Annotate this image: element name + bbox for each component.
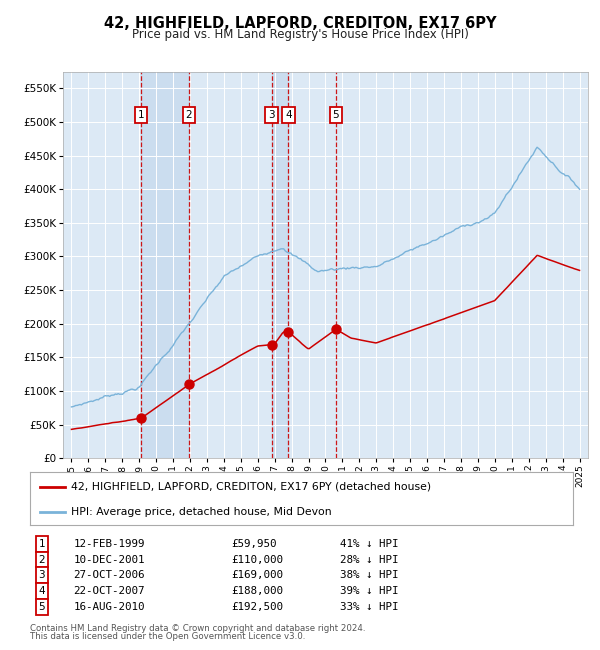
- Text: 4: 4: [285, 111, 292, 120]
- Text: 39% ↓ HPI: 39% ↓ HPI: [340, 586, 398, 596]
- Text: 1: 1: [38, 539, 45, 549]
- Bar: [141, 72, 189, 458]
- Text: 28% ↓ HPI: 28% ↓ HPI: [340, 554, 398, 565]
- Text: 5: 5: [38, 602, 45, 612]
- Text: 12-FEB-1999: 12-FEB-1999: [73, 539, 145, 549]
- Text: Contains HM Land Registry data © Crown copyright and database right 2024.: Contains HM Land Registry data © Crown c…: [30, 624, 365, 633]
- Text: 4: 4: [38, 586, 45, 596]
- Text: 16-AUG-2010: 16-AUG-2010: [73, 602, 145, 612]
- Text: 41% ↓ HPI: 41% ↓ HPI: [340, 539, 398, 549]
- Text: This data is licensed under the Open Government Licence v3.0.: This data is licensed under the Open Gov…: [30, 632, 305, 641]
- Text: 38% ↓ HPI: 38% ↓ HPI: [340, 570, 398, 580]
- Text: 10-DEC-2001: 10-DEC-2001: [73, 554, 145, 565]
- Text: £59,950: £59,950: [231, 539, 277, 549]
- Text: £169,000: £169,000: [231, 570, 283, 580]
- Text: 22-OCT-2007: 22-OCT-2007: [73, 586, 145, 596]
- Text: Price paid vs. HM Land Registry's House Price Index (HPI): Price paid vs. HM Land Registry's House …: [131, 28, 469, 41]
- Text: 27-OCT-2006: 27-OCT-2006: [73, 570, 145, 580]
- Text: 1: 1: [138, 111, 145, 120]
- Bar: [272, 72, 289, 458]
- Text: 3: 3: [268, 111, 275, 120]
- Text: 42, HIGHFIELD, LAPFORD, CREDITON, EX17 6PY: 42, HIGHFIELD, LAPFORD, CREDITON, EX17 6…: [104, 16, 496, 31]
- Text: 2: 2: [38, 554, 45, 565]
- Text: £188,000: £188,000: [231, 586, 283, 596]
- Text: 42, HIGHFIELD, LAPFORD, CREDITON, EX17 6PY (detached house): 42, HIGHFIELD, LAPFORD, CREDITON, EX17 6…: [71, 482, 431, 492]
- Text: 2: 2: [185, 111, 193, 120]
- Text: HPI: Average price, detached house, Mid Devon: HPI: Average price, detached house, Mid …: [71, 508, 331, 517]
- Text: £192,500: £192,500: [231, 602, 283, 612]
- Text: £110,000: £110,000: [231, 554, 283, 565]
- Text: 5: 5: [332, 111, 340, 120]
- Text: 33% ↓ HPI: 33% ↓ HPI: [340, 602, 398, 612]
- Text: 3: 3: [38, 570, 45, 580]
